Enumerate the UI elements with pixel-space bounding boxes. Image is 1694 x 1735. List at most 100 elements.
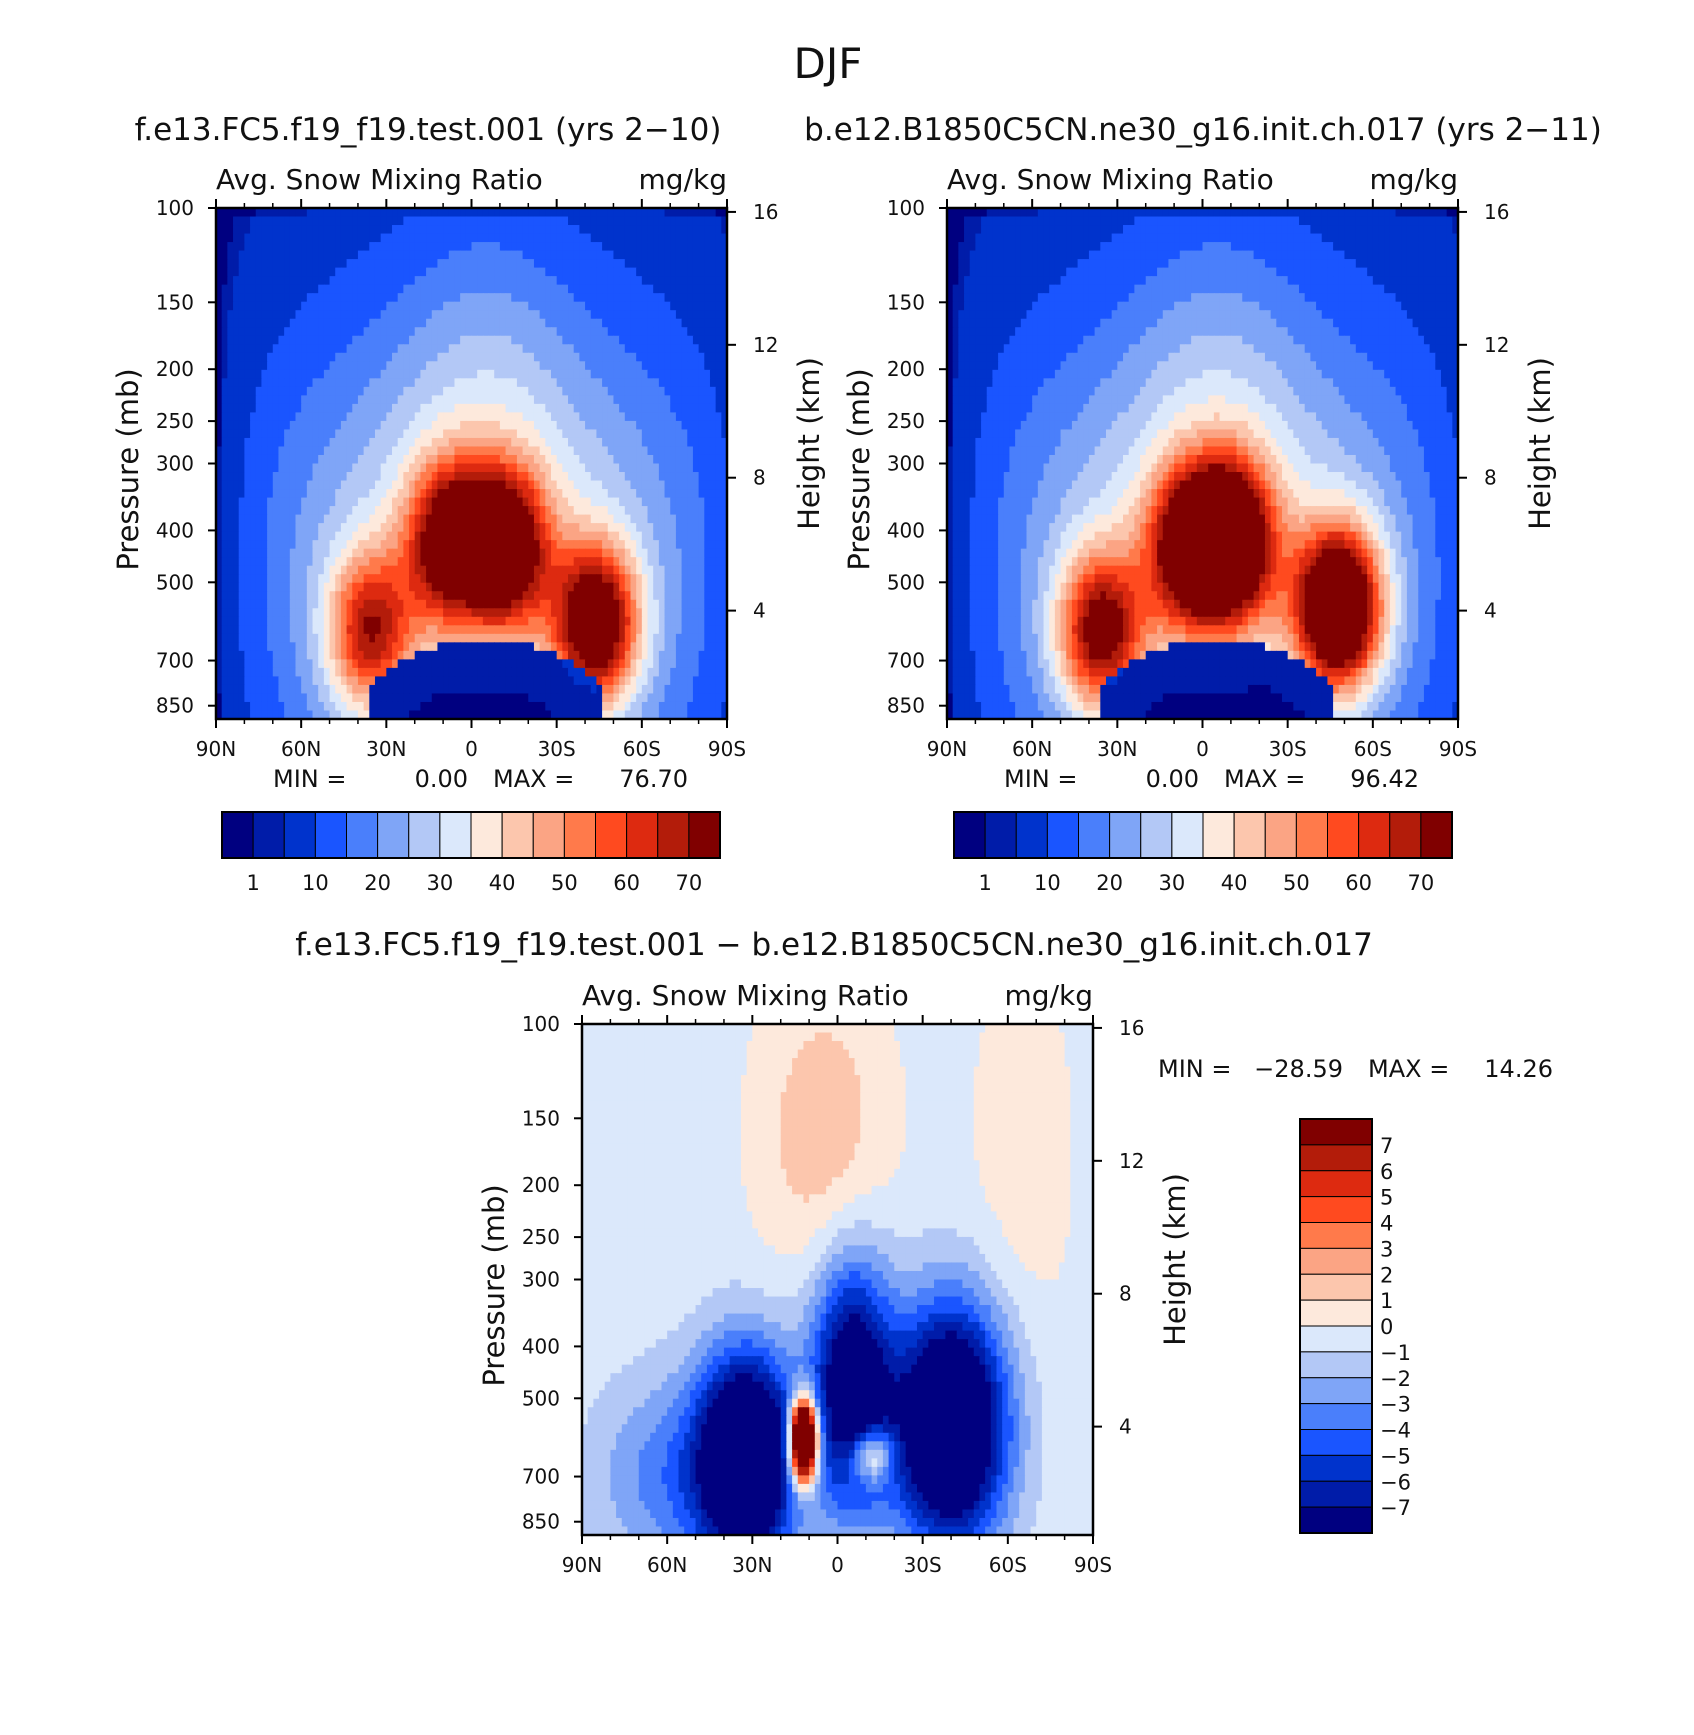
heatmap-cell [409, 591, 415, 600]
heatmap-cell [500, 387, 506, 396]
heatmap-cell [267, 583, 273, 592]
heatmap-cell [568, 310, 574, 319]
heatmap-cell [324, 566, 330, 575]
heatmap-cell [619, 540, 625, 549]
heatmap-cell [392, 336, 398, 345]
heatmap-cell [608, 344, 614, 353]
heatmap-cell [341, 370, 347, 379]
heatmap-cell [557, 540, 563, 549]
heatmap-cell [659, 455, 665, 464]
heatmap-cell [318, 327, 324, 336]
heatmap-cell [250, 378, 256, 387]
heatmap-cell [642, 429, 648, 438]
heatmap-cell [506, 276, 512, 285]
heatmap-cell [335, 344, 341, 353]
heatmap-cell [227, 293, 233, 302]
heatmap-cell [307, 566, 313, 575]
heatmap-cell [630, 506, 636, 515]
heatmap-cell [330, 523, 336, 532]
heatmap-cell [392, 455, 398, 464]
heatmap-cell [295, 549, 301, 558]
heatmap-cell [716, 549, 722, 558]
heatmap-cell [415, 498, 421, 507]
heatmap-cell [477, 370, 483, 379]
heatmap-cell [693, 259, 699, 268]
heatmap-cell [295, 285, 301, 294]
heatmap-cell [477, 566, 483, 575]
heatmap-cell [443, 361, 449, 370]
heatmap-cell [375, 506, 381, 515]
heatmap-cell [290, 251, 296, 260]
heatmap-cell [244, 489, 250, 498]
heatmap-cell [307, 293, 313, 302]
heatmap-cell [682, 327, 688, 336]
heatmap-cell [409, 404, 415, 413]
heatmap-cell [330, 234, 336, 243]
heatmap-cell [699, 370, 705, 379]
heatmap-cell [562, 472, 568, 481]
heatmap-cell [233, 549, 239, 558]
heatmap-cell [693, 412, 699, 421]
heatmap-cell [710, 387, 716, 396]
heatmap-cell [716, 404, 722, 413]
heatmap-cell [222, 455, 228, 464]
heatmap-cell [608, 481, 614, 490]
heatmap-cell [335, 549, 341, 558]
heatmap-cell [540, 455, 546, 464]
heatmap-cell [659, 438, 665, 447]
heatmap-cell [562, 259, 568, 268]
heatmap-cell [506, 446, 512, 455]
heatmap-cell [540, 506, 546, 515]
heatmap-cell [528, 327, 534, 336]
heatmap-cell [687, 336, 693, 345]
heatmap-cell [420, 549, 426, 558]
heatmap-cell [369, 225, 375, 234]
heatmap-cell [602, 557, 608, 566]
heatmap-cell [460, 293, 466, 302]
heatmap-cell [699, 361, 705, 370]
heatmap-cell [301, 387, 307, 396]
heatmap-cell [403, 591, 409, 600]
heatmap-cell [375, 251, 381, 260]
heatmap-cell [716, 523, 722, 532]
heatmap-cell [222, 523, 228, 532]
heatmap-cell [347, 242, 353, 251]
heatmap-cell [386, 532, 392, 541]
heatmap-cell [369, 310, 375, 319]
heatmap-cell [358, 395, 364, 404]
top-left-run-title: f.e13.FC5.f19_f19.test.001 (yrs 2−10) [135, 112, 722, 148]
heatmap-cell [551, 336, 557, 345]
heatmap-cell [437, 353, 443, 362]
heatmap-cell [682, 591, 688, 600]
heatmap-cell [375, 429, 381, 438]
heatmap-cell [437, 498, 443, 507]
heatmap-cell [602, 276, 608, 285]
heatmap-cell [472, 353, 478, 362]
heatmap-cell [443, 404, 449, 413]
heatmap-cell [244, 566, 250, 575]
heatmap-cell [665, 378, 671, 387]
heatmap-cell [608, 540, 614, 549]
heatmap-cell [659, 498, 665, 507]
heatmap-cell [250, 259, 256, 268]
heatmap-cell [284, 370, 290, 379]
heatmap-cell [716, 557, 722, 566]
heatmap-cell [415, 591, 421, 600]
heatmap-cell [716, 353, 722, 362]
heatmap-cell [710, 370, 716, 379]
heatmap-cell [398, 370, 404, 379]
heatmap-cell [352, 378, 358, 387]
heatmap-cell [347, 574, 353, 583]
heatmap-cell [352, 523, 358, 532]
heatmap-cell [295, 387, 301, 396]
heatmap-cell [420, 242, 426, 251]
heatmap-cell [562, 404, 568, 413]
heatmap-cell [437, 523, 443, 532]
heatmap-cell [630, 259, 636, 268]
heatmap-cell [256, 242, 262, 251]
heatmap-cell [267, 302, 273, 311]
heatmap-cell [335, 429, 341, 438]
heatmap-cell [290, 242, 296, 251]
heatmap-cell [630, 319, 636, 328]
heatmap-cell [483, 268, 489, 277]
